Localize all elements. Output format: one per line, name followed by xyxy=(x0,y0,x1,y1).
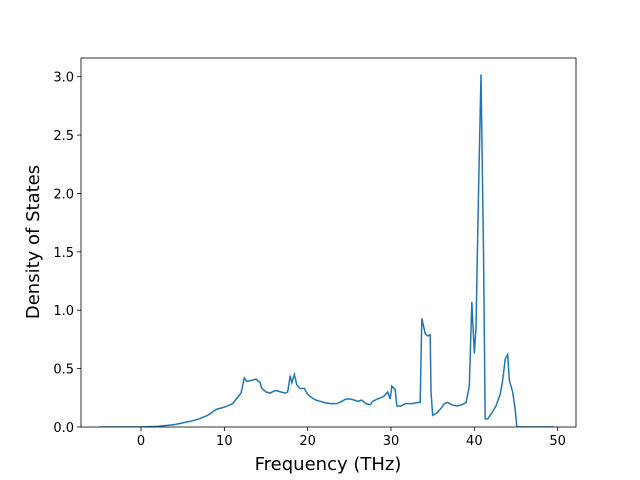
y-tick-label: 2.0 xyxy=(53,187,74,202)
x-tick-label: 30 xyxy=(383,434,400,449)
y-tick-label: 1.5 xyxy=(53,246,74,261)
y-axis-label: Density of States xyxy=(23,165,44,319)
y-tick-label: 0.0 xyxy=(53,421,74,436)
y-tick-label: 1.0 xyxy=(53,304,74,319)
line xyxy=(99,74,554,427)
x-axis-label: Frequency (THz) xyxy=(255,454,402,475)
x-tick-label: 20 xyxy=(299,434,316,449)
x-tick-label: 0 xyxy=(137,434,145,449)
x-tick-label: 50 xyxy=(549,434,566,449)
x-tick-label: 10 xyxy=(216,434,233,449)
y-tick-label: 2.5 xyxy=(53,129,74,144)
y-tick-label: 3.0 xyxy=(53,71,74,86)
plot-frame xyxy=(80,57,577,428)
x-tick-label: 40 xyxy=(466,434,483,449)
y-tick-label: 0.5 xyxy=(53,363,74,378)
